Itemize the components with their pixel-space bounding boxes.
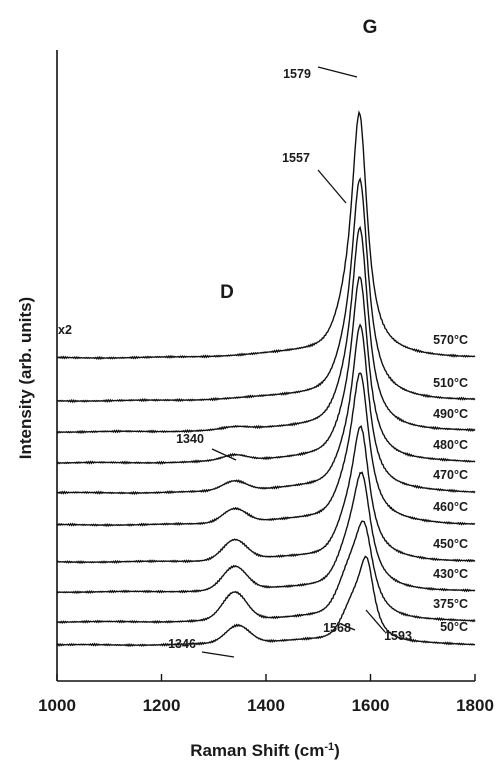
multiplier-label: x2: [58, 323, 72, 337]
peak-annotations: 1579 1557 1340 1346 1568 1593: [168, 66, 412, 658]
x-tick-label: 1800: [456, 696, 494, 715]
annotation-leader-line: [317, 66, 358, 78]
x-axis-title-superscript: -1: [324, 741, 334, 753]
temperature-label: 430°C: [433, 567, 468, 581]
spectrum-trace: [56, 323, 476, 496]
x-tick-label: 1400: [247, 696, 285, 715]
annotation-leader-line: [340, 623, 356, 631]
temperature-label: 375°C: [433, 597, 468, 611]
temperature-label: 450°C: [433, 537, 468, 551]
spectrum-trace: [56, 372, 476, 528]
spectrum-trace: [56, 471, 476, 595]
spectrum-trace: [56, 424, 476, 565]
x-ticks: 1000 1200 1400 1600 1800: [38, 674, 494, 715]
peak-position-label: 1346: [168, 637, 196, 651]
temperature-label: 510°C: [433, 376, 468, 390]
peak-position-label: 1568: [323, 621, 351, 635]
peak-position-label: 1593: [384, 629, 412, 643]
y-axis-title: Intensity (arb. units): [16, 297, 35, 459]
temperature-labels: 50°C 375°C 430°C 450°C 460°C 470°C 480°C 490°C 5…: [433, 333, 468, 634]
x-tick-label: 1000: [38, 696, 76, 715]
temperature-label: 570°C: [433, 333, 468, 347]
peak-position-label: 1340: [176, 432, 204, 446]
annotation-leader-line: [365, 609, 386, 633]
temperature-label: 480°C: [433, 438, 468, 452]
annotation-leader-line: [317, 169, 347, 204]
temperature-label: 490°C: [433, 407, 468, 421]
x-axis-title-main: Raman Shift (cm: [190, 741, 324, 760]
spectrum-trace: [56, 177, 476, 404]
temperature-label: 460°C: [433, 500, 468, 514]
spectrum-trace: [56, 520, 476, 624]
x-axis-title: Raman Shift (cm-1): [190, 741, 340, 760]
x-axis-title-end: ): [334, 741, 340, 760]
spectrum-trace: [56, 225, 476, 435]
peak-position-label: 1579: [283, 67, 311, 81]
spectrum-trace: [56, 110, 476, 361]
x-tick-label: 1600: [352, 696, 390, 715]
temperature-label: 50°C: [440, 620, 468, 634]
d-peak-label: D: [220, 282, 234, 303]
x-tick-label: 1200: [143, 696, 181, 715]
spectrum-trace: [56, 276, 476, 465]
g-peak-label: G: [363, 17, 378, 38]
annotation-leader-line: [201, 651, 235, 658]
spectrum-traces: [56, 110, 476, 648]
peak-position-label: 1557: [282, 151, 310, 165]
temperature-label: 470°C: [433, 468, 468, 482]
annotation-leader-line: [211, 448, 237, 461]
spectrum-trace: [56, 555, 476, 648]
